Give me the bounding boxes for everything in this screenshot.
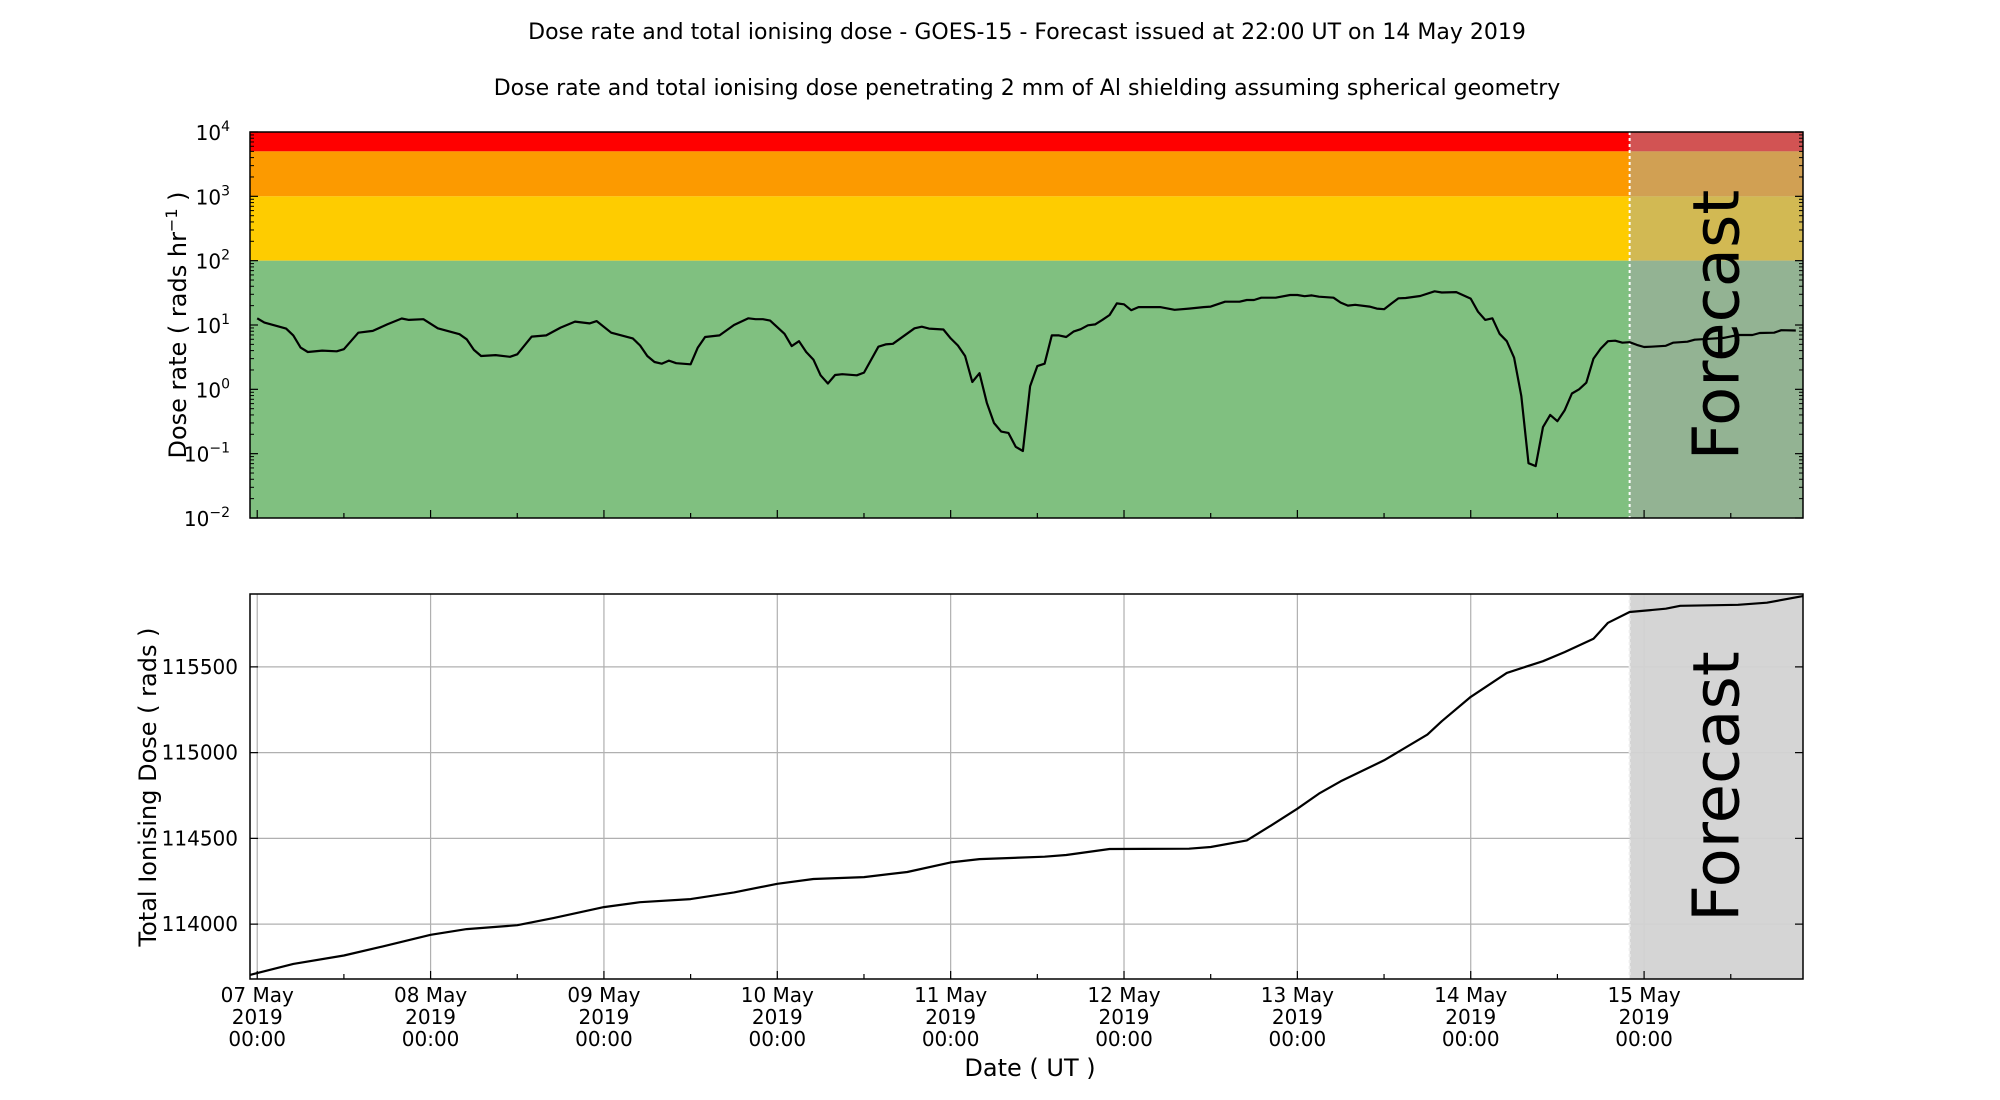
x-tick-label: 2019: [925, 1005, 976, 1029]
y-tick-label: 104: [196, 119, 230, 145]
x-tick-label: 10 May: [741, 983, 814, 1007]
y-tick-label: 115500: [162, 655, 238, 679]
total-dose-line: [249, 595, 1804, 976]
x-tick-label: 2019: [578, 1005, 629, 1029]
x-tick-label: 14 May: [1434, 983, 1507, 1007]
y-tick-label: 114500: [162, 826, 238, 850]
y-tick-label: 10−2: [184, 505, 230, 531]
forecast-label: Forecast: [1680, 190, 1754, 461]
x-tick-label: 2019: [1445, 1005, 1496, 1029]
x-tick-label: 15 May: [1608, 983, 1681, 1007]
tick-exponent: 3: [221, 183, 230, 199]
tick-exponent: −2: [209, 505, 230, 521]
tick-exponent: 1: [221, 312, 230, 328]
grid: [250, 594, 1803, 979]
tick-exponent: 2: [221, 248, 230, 264]
tick-exponent: 4: [221, 119, 230, 135]
forecast-region: [1629, 594, 1803, 979]
tick-exponent: 0: [221, 376, 230, 392]
x-tick-label: 2019: [1619, 1005, 1670, 1029]
y-tick-label: 103: [196, 183, 230, 209]
x-tick-label: 2019: [405, 1005, 456, 1029]
y-tick-label: 101: [196, 312, 230, 338]
x-tick-label: 00:00: [575, 1027, 633, 1051]
x-tick-label: 09 May: [567, 983, 640, 1007]
x-tick-label: 07 May: [221, 983, 294, 1007]
x-axis-label: Date ( UT ): [964, 1054, 1095, 1082]
x-tick-label: 2019: [1099, 1005, 1150, 1029]
x-tick-label: 00:00: [1269, 1027, 1327, 1051]
alert-band: [250, 151, 1803, 197]
tick-exponent: −1: [209, 441, 230, 457]
alert-band: [250, 260, 1803, 518]
x-tick-label: 00:00: [1095, 1027, 1153, 1051]
chart-subtitle: Dose rate and total ionising dose penetr…: [494, 76, 1561, 101]
x-tick-label: 00:00: [922, 1027, 980, 1051]
tick-base: 10: [184, 443, 209, 467]
x-tick-label: 2019: [232, 1005, 283, 1029]
y-label-main: Dose rate ( rads hr: [164, 232, 192, 459]
x-tick-label: 00:00: [402, 1027, 460, 1051]
x-tick-label: 12 May: [1087, 983, 1160, 1007]
x-tick-label: 2019: [752, 1005, 803, 1029]
total-dose-y-axis-label: Total Ionising Dose ( rads ): [134, 628, 162, 948]
x-tick-label: 00:00: [1442, 1027, 1500, 1051]
y-label-end: ): [164, 191, 192, 208]
tick-base: 10: [196, 378, 221, 402]
x-tick-label: 00:00: [748, 1027, 806, 1051]
alert-band: [250, 196, 1803, 261]
y-tick-label: 102: [196, 248, 230, 274]
y-tick-label: 100: [196, 376, 230, 402]
x-tick-label: 08 May: [394, 983, 467, 1007]
x-tick-label: 00:00: [228, 1027, 286, 1051]
tick-base: 10: [196, 121, 221, 145]
x-tick-label: 13 May: [1261, 983, 1334, 1007]
dose-rate-line: [256, 290, 1796, 468]
x-tick-label: 11 May: [914, 983, 987, 1007]
x-tick-label: 00:00: [1615, 1027, 1673, 1051]
alert-band: [250, 132, 1803, 152]
tick-base: 10: [196, 185, 221, 209]
dose-rate-axes-frame: [249, 131, 1804, 519]
tick-base: 10: [196, 250, 221, 274]
y-tick-label: 10−1: [184, 441, 230, 467]
tick-base: 10: [184, 507, 209, 531]
y-tick-label: 115000: [162, 741, 238, 765]
forecast-overlay: [1629, 132, 1803, 518]
y-tick-label: 114000: [162, 912, 238, 936]
forecast-label: Forecast: [1680, 651, 1754, 922]
y-label-exponent: −1: [162, 208, 181, 232]
alert-bands: [250, 132, 1803, 518]
dose-rate-y-axis-label: Dose rate ( rads hr−1 ): [162, 191, 192, 458]
chart-title: Dose rate and total ionising dose - GOES…: [528, 20, 1526, 45]
x-tick-label: 2019: [1272, 1005, 1323, 1029]
total-dose-axes-frame: [249, 593, 1804, 980]
tick-base: 10: [196, 314, 221, 338]
